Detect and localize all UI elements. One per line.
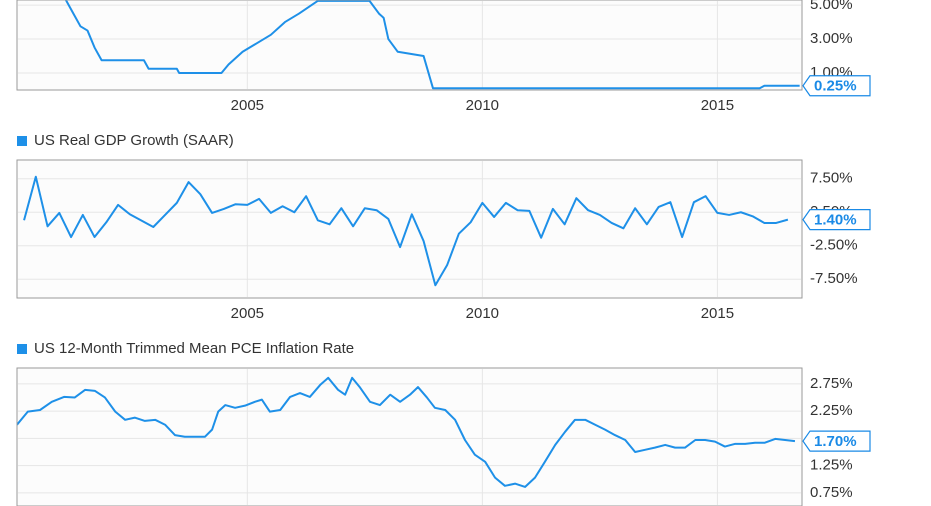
end-value-flag — [802, 430, 871, 452]
y-tick-label: 7.50% — [810, 170, 853, 187]
plot-area — [16, 159, 803, 299]
y-tick-label: 2.75% — [810, 375, 853, 392]
legend-swatch — [17, 136, 27, 146]
legend-label: US Real GDP Growth (SAAR) — [34, 132, 234, 149]
data-line — [17, 376, 796, 488]
plot-lines — [23, 175, 789, 287]
x-tick-label: 2015 — [701, 305, 734, 322]
plot-border — [16, 159, 803, 299]
data-line — [23, 175, 789, 287]
plot-area — [16, 0, 803, 91]
plot-lines — [17, 376, 796, 488]
x-tick-label: 2010 — [466, 97, 499, 114]
end-value-flag — [802, 209, 871, 231]
end-value-label: 0.25% — [814, 78, 857, 95]
y-tick-label: 0.75% — [810, 484, 853, 501]
y-tick-label: 1.25% — [810, 457, 853, 474]
plot-lines — [64, 0, 800, 90]
end-value-label: 1.40% — [814, 212, 857, 229]
y-tick-label: -7.50% — [810, 270, 858, 287]
plot-border — [16, 0, 803, 91]
x-tick-label: 2005 — [231, 97, 264, 114]
data-line — [64, 0, 800, 90]
legend-label: US 12-Month Trimmed Mean PCE Inflation R… — [34, 340, 354, 357]
plot-border — [16, 367, 803, 506]
plot-area — [16, 367, 803, 506]
y-tick-label: 5.00% — [810, 0, 853, 13]
y-tick-label: 3.00% — [810, 30, 853, 47]
y-tick-label: 2.25% — [810, 402, 853, 419]
y-tick-label: -2.50% — [810, 237, 858, 254]
end-value-flag — [802, 75, 871, 97]
x-tick-label: 2010 — [466, 305, 499, 322]
legend-swatch — [17, 344, 27, 354]
x-tick-label: 2015 — [701, 97, 734, 114]
end-value-label: 1.70% — [814, 433, 857, 450]
x-tick-label: 2005 — [231, 305, 264, 322]
